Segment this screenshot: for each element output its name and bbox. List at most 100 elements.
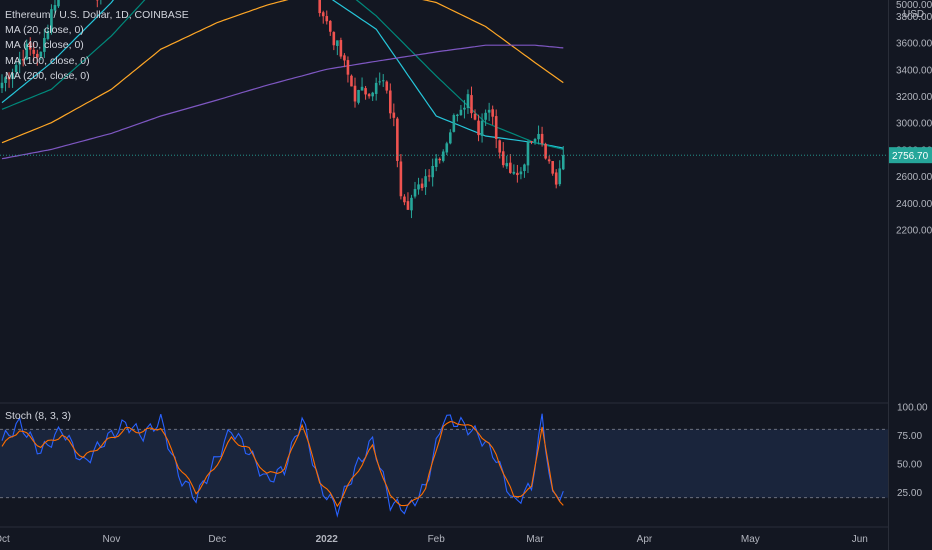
candle[interactable] (100, 0, 103, 5)
candle[interactable] (551, 160, 554, 176)
candle[interactable] (57, 0, 60, 9)
candle[interactable] (4, 76, 7, 92)
candle[interactable] (417, 177, 420, 195)
candle[interactable] (463, 99, 466, 119)
candle[interactable] (473, 109, 477, 121)
candle[interactable] (449, 129, 452, 145)
candle[interactable] (50, 4, 53, 35)
candle[interactable] (530, 141, 533, 145)
candle[interactable] (43, 28, 46, 59)
candle[interactable] (438, 157, 442, 164)
ma100-line[interactable] (1, 0, 564, 144)
candle[interactable] (544, 142, 547, 160)
candle[interactable] (445, 141, 449, 156)
stoch-d-line[interactable] (1, 421, 564, 508)
candle[interactable] (53, 0, 57, 16)
candle[interactable] (487, 102, 491, 122)
candle[interactable] (14, 61, 18, 77)
candle[interactable] (353, 77, 357, 108)
candle[interactable] (480, 113, 484, 143)
candle[interactable] (547, 155, 551, 164)
candle[interactable] (523, 163, 526, 178)
ma200-line[interactable] (1, 44, 564, 160)
candle[interactable] (434, 154, 438, 172)
candle[interactable] (357, 89, 360, 105)
candle[interactable] (420, 178, 424, 191)
candle[interactable] (18, 51, 21, 74)
symbol-title[interactable]: Ethereum / U.S. Dollar, 1D, COINBASE (5, 9, 189, 21)
candle[interactable] (427, 169, 431, 182)
candle[interactable] (381, 74, 385, 87)
candle[interactable] (339, 37, 343, 59)
candle[interactable] (25, 39, 29, 61)
candle[interactable] (46, 24, 50, 41)
ma20-line[interactable] (1, 0, 564, 149)
candle[interactable] (491, 105, 494, 125)
candle[interactable] (509, 154, 512, 174)
candle[interactable] (374, 77, 378, 101)
candle[interactable] (389, 83, 392, 119)
candle[interactable] (346, 56, 350, 83)
candle[interactable] (470, 86, 473, 119)
candle[interactable] (403, 194, 406, 206)
candle[interactable] (378, 72, 382, 86)
candle[interactable] (512, 164, 516, 175)
candle[interactable] (484, 109, 487, 126)
candle[interactable] (505, 155, 509, 169)
candle[interactable] (540, 126, 544, 147)
candle[interactable] (399, 154, 403, 200)
candle[interactable] (561, 146, 565, 171)
candle[interactable] (32, 42, 36, 62)
candle[interactable] (350, 74, 353, 87)
ma100-legend[interactable]: MA (100, close, 0) (5, 54, 90, 67)
candle[interactable] (498, 139, 502, 159)
candle[interactable] (519, 167, 523, 180)
candle[interactable] (537, 125, 540, 145)
candle[interactable] (321, 10, 325, 24)
candle[interactable] (96, 0, 99, 8)
candle[interactable] (501, 142, 505, 168)
candle[interactable] (533, 137, 537, 145)
candle[interactable] (385, 80, 389, 94)
ma40-line[interactable] (1, 0, 564, 150)
candle[interactable] (336, 40, 339, 56)
candle[interactable] (459, 105, 463, 116)
candle[interactable] (424, 169, 427, 195)
candle[interactable] (11, 68, 14, 88)
candle[interactable] (28, 37, 32, 56)
candle[interactable] (332, 31, 336, 51)
ma40-legend[interactable]: MA (40, close, 0) (5, 39, 84, 52)
candle[interactable] (558, 160, 562, 187)
candle[interactable] (364, 85, 367, 100)
candle[interactable] (477, 114, 480, 142)
candle[interactable] (360, 77, 364, 91)
last-price-tag[interactable] (889, 147, 932, 164)
candle[interactable] (494, 109, 498, 149)
candle[interactable] (554, 169, 558, 189)
time-axis[interactable]: Oct Nov Dec 2022 Feb Mar Apr May Jun (0, 534, 868, 545)
candle[interactable] (367, 93, 371, 99)
candle[interactable] (325, 10, 329, 25)
candle[interactable] (456, 113, 459, 122)
candle[interactable] (0, 74, 4, 94)
candle[interactable] (318, 0, 321, 17)
candle[interactable] (526, 140, 530, 174)
candle[interactable] (21, 49, 25, 67)
candle[interactable] (452, 113, 456, 133)
candle[interactable] (7, 72, 11, 88)
ma200-legend[interactable]: MA (200, close, 0) (5, 69, 90, 82)
candle[interactable] (406, 192, 410, 210)
candle[interactable] (516, 164, 519, 183)
candle[interactable] (371, 91, 374, 101)
candle[interactable] (431, 158, 434, 187)
candle[interactable] (441, 149, 445, 163)
candle[interactable] (413, 181, 417, 199)
price-axis[interactable]: 2200.002400.002600.002800.003000.003200.… (0, 0, 932, 499)
candle[interactable] (39, 51, 43, 61)
candle[interactable] (392, 103, 396, 127)
candle[interactable] (396, 116, 399, 168)
candle[interactable] (410, 194, 413, 219)
stoch-legend[interactable]: Stoch (8, 3, 3) (5, 410, 71, 422)
ma20-legend[interactable]: MA (20, close, 0) (5, 24, 84, 37)
